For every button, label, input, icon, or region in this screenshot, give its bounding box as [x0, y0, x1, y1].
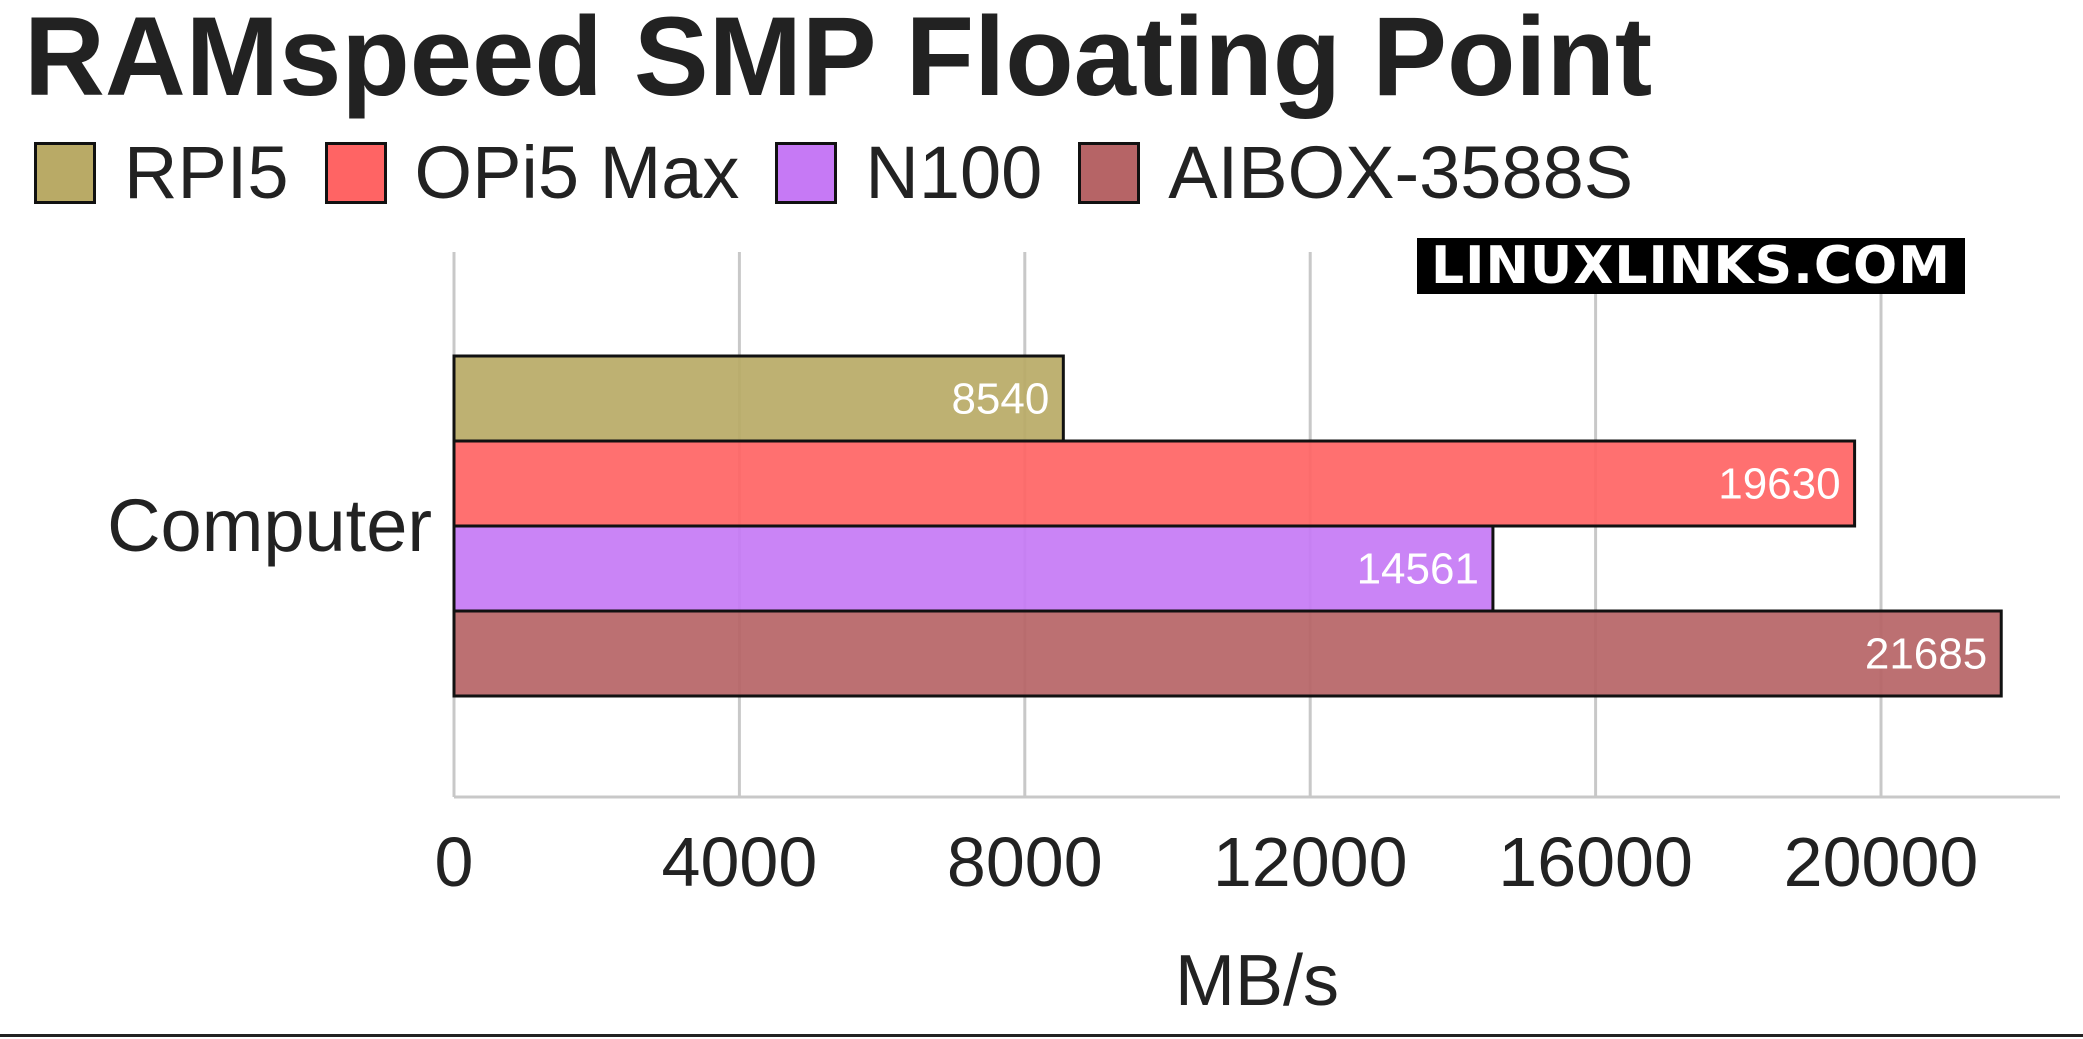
bar-opi5-max: [452, 439, 1857, 528]
bar-rpi5: [452, 354, 1065, 443]
x-tick-label: 12000: [1213, 823, 1408, 901]
x-tick-label: 4000: [662, 823, 818, 901]
x-axis-title: MB/s: [1175, 941, 1339, 1021]
legend-swatch-n100: [775, 142, 838, 204]
site-watermark: LINUXLINKS.COM: [1417, 238, 1965, 294]
legend-item-opi5-max: OPi5 Max: [324, 131, 740, 214]
bar-value-label: 19630: [1718, 460, 1840, 509]
legend-item-rpi5: RPI5: [34, 136, 289, 210]
x-tick-label: 20000: [1784, 823, 1979, 901]
bar-value-label: 14561: [1357, 545, 1479, 594]
legend-label-opi5-max: OPi5 Max: [414, 131, 740, 214]
legend-item-n100: N100: [775, 136, 1042, 210]
x-tick-label: 8000: [947, 823, 1103, 901]
bottom-divider: [0, 1034, 2083, 1037]
legend-label-n100: N100: [865, 131, 1043, 214]
bar-n100: [452, 524, 1495, 613]
y-category-label: Computer: [107, 484, 432, 567]
bar-value-label: 8540: [951, 375, 1049, 424]
x-tick-label: 16000: [1498, 823, 1693, 901]
legend-label-rpi5: RPI5: [124, 131, 289, 214]
legend: RPI5 OPi5 Max N100 AIBOX-3588S: [34, 136, 1669, 210]
legend-swatch-rpi5: [34, 142, 96, 204]
x-tick-label: 0: [435, 823, 474, 901]
bar-aibox-3588s: [452, 609, 2003, 698]
legend-swatch-aibox-3588s: [1078, 142, 1141, 204]
legend-label-aibox-3588s: AIBOX-3588S: [1168, 131, 1634, 214]
legend-swatch-opi5-max: [324, 142, 387, 204]
chart-title: RAMspeed SMP Floating Point: [24, 0, 1653, 119]
legend-item-aibox-3588s: AIBOX-3588S: [1078, 136, 1633, 210]
bar-value-label: 21685: [1865, 630, 1987, 679]
